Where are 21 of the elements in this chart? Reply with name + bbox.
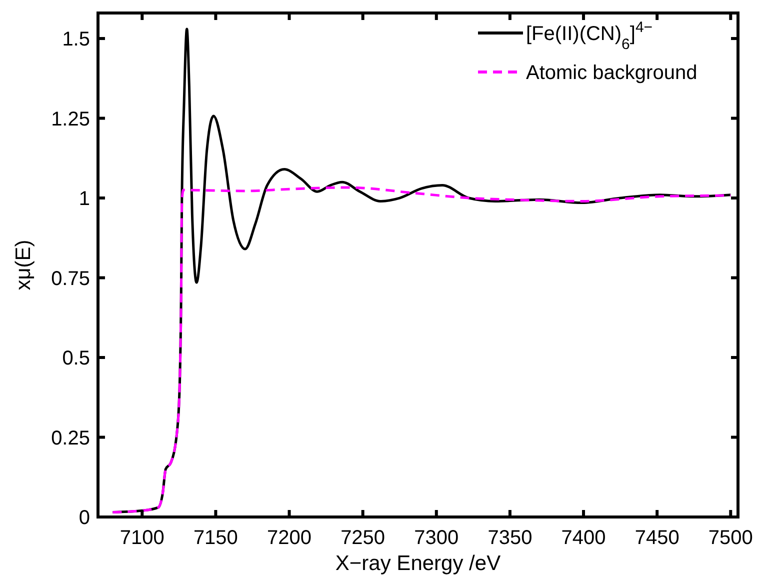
x-tick-label: 7400: [561, 527, 606, 549]
y-tick-label: 0.25: [51, 427, 90, 450]
y-tick-label: 0.5: [62, 348, 90, 370]
x-tick-label: 7100: [120, 527, 164, 549]
x-tick-label: 7450: [634, 527, 680, 549]
x-tick-label: 7150: [193, 527, 238, 549]
y-tick-label: 0: [78, 507, 90, 529]
y-tick-label: 1.5: [62, 28, 90, 51]
x-axis-title: X−ray Energy /eV: [335, 552, 501, 575]
x-tick-label: 7300: [414, 527, 459, 549]
line-series: [111, 186, 732, 514]
y-tick-label: 1: [78, 188, 90, 210]
y-tick-label: 0.75: [51, 268, 90, 290]
x-tick-label: 7500: [708, 527, 753, 549]
legend-label: Atomic background: [526, 62, 698, 84]
x-tick-label: 7250: [340, 527, 386, 549]
x-tick-label: 7200: [267, 527, 312, 549]
legend-label: [Fe(II)(CN)$_{6}$]$^{4−}$: [526, 18, 653, 52]
y-axis-title: xμ(E): [12, 240, 35, 290]
y-tick-label: 1.25: [51, 108, 90, 130]
x-tick-label: 7350: [488, 527, 532, 549]
